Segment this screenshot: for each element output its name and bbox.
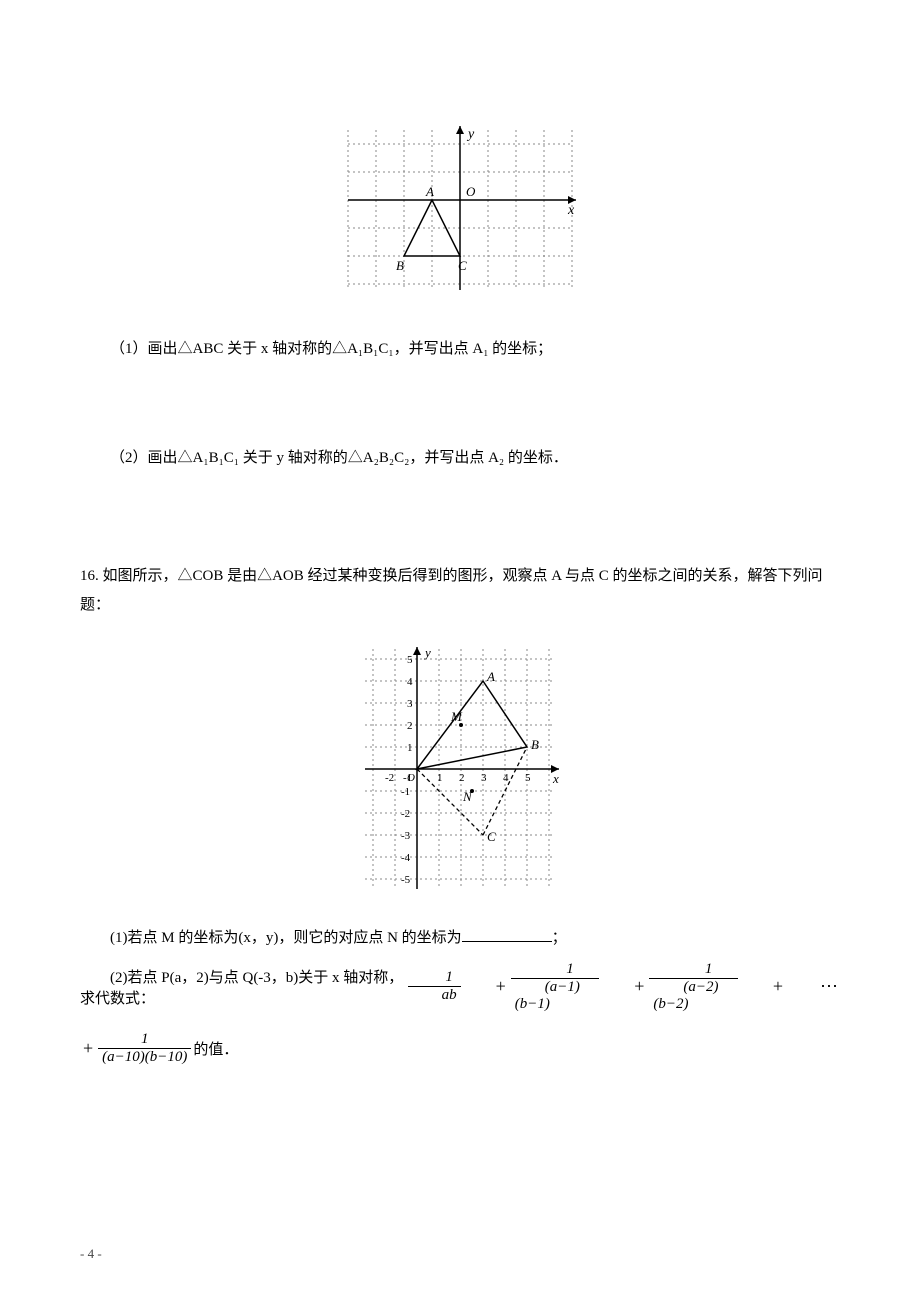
svg-text:y: y: [423, 645, 431, 660]
ellipsis: ⋯: [790, 976, 840, 997]
pt-C: C: [458, 258, 467, 273]
svg-text:x: x: [552, 771, 559, 786]
svg-text:-2: -2: [385, 772, 394, 784]
q16-intro: 16. 如图所示，△COB 是由△AOB 经过某种变换后得到的图形，观察点 A …: [80, 562, 840, 619]
frac-3: 1 (a−2)(b−2): [649, 961, 737, 1013]
blank-fill: [462, 927, 552, 942]
svg-text:A: A: [486, 669, 495, 684]
axis-x-label: x: [567, 203, 575, 218]
plus-3: +: [743, 976, 783, 997]
svg-text:N: N: [462, 789, 473, 804]
q16-sub1-suffix: ；: [552, 930, 567, 946]
q16-sub1: (1)若点 M 的坐标为(x，y)，则它的对应点 N 的坐标为 ；: [80, 924, 840, 953]
plus-2: +: [604, 976, 644, 997]
grid-transform-svg: y x -2 -1 O 1 2 3 4 5 1 2 3 4 5 -1 -2: [355, 639, 565, 899]
q16-sub2-tail: + 1 (a−10)(b−10) 的值．: [80, 1031, 840, 1066]
q-part1: （1）画出△ABC 关于 x 轴对称的△A₁B₁C₁，并写出点 A₁ 的坐标；: [80, 335, 840, 364]
svg-text:M: M: [450, 709, 463, 724]
svg-text:5: 5: [525, 772, 531, 784]
frac-4: 1 (a−10)(b−10): [98, 1031, 191, 1066]
svg-text:-5: -5: [401, 874, 411, 886]
plus-4: +: [83, 1038, 93, 1059]
grid-triangle-svg: y x O A B C: [340, 120, 580, 310]
plus-1: +: [466, 976, 506, 997]
svg-text:2: 2: [459, 772, 465, 784]
q16-sub2: (2)若点 P(a，2)与点 Q(-3，b)关于 x 轴对称，求代数式： 1 a…: [80, 961, 840, 1013]
svg-text:C: C: [487, 829, 496, 844]
svg-text:O: O: [407, 772, 415, 784]
svg-text:1: 1: [407, 742, 413, 754]
svg-text:B: B: [531, 737, 539, 752]
svg-text:3: 3: [407, 698, 413, 710]
pt-B: B: [396, 258, 404, 273]
svg-text:-4: -4: [401, 852, 411, 864]
pt-A: A: [425, 184, 434, 199]
svg-text:-1: -1: [401, 786, 410, 798]
page-footer: - 4 -: [80, 1246, 102, 1262]
svg-text:4: 4: [503, 772, 509, 784]
figure-1: y x O A B C: [80, 120, 840, 315]
svg-text:-2: -2: [401, 808, 410, 820]
q-part2: （2）画出△A₁B₁C₁ 关于 y 轴对称的△A₂B₂C₂，并写出点 A₂ 的坐…: [80, 444, 840, 473]
svg-text:5: 5: [407, 654, 413, 666]
svg-text:3: 3: [481, 772, 487, 784]
figure-2: y x -2 -1 O 1 2 3 4 5 1 2 3 4 5 -1 -2: [80, 639, 840, 904]
q16-sub2-prefix: (2)若点 P(a，2)与点 Q(-3，b)关于 x 轴对称，求代数式：: [80, 966, 406, 1008]
tail-text: 的值．: [193, 1038, 238, 1059]
svg-text:-3: -3: [401, 830, 411, 842]
q16-sub1-prefix: (1)若点 M 的坐标为(x，y)，则它的对应点 N 的坐标为: [110, 930, 462, 946]
svg-text:4: 4: [407, 676, 413, 688]
frac-2: 1 (a−1)(b−1): [511, 961, 599, 1013]
frac-1: 1 ab: [408, 969, 461, 1004]
origin-label: O: [466, 184, 476, 199]
svg-text:1: 1: [437, 772, 443, 784]
svg-text:2: 2: [407, 720, 413, 732]
axis-y-label: y: [466, 127, 475, 142]
